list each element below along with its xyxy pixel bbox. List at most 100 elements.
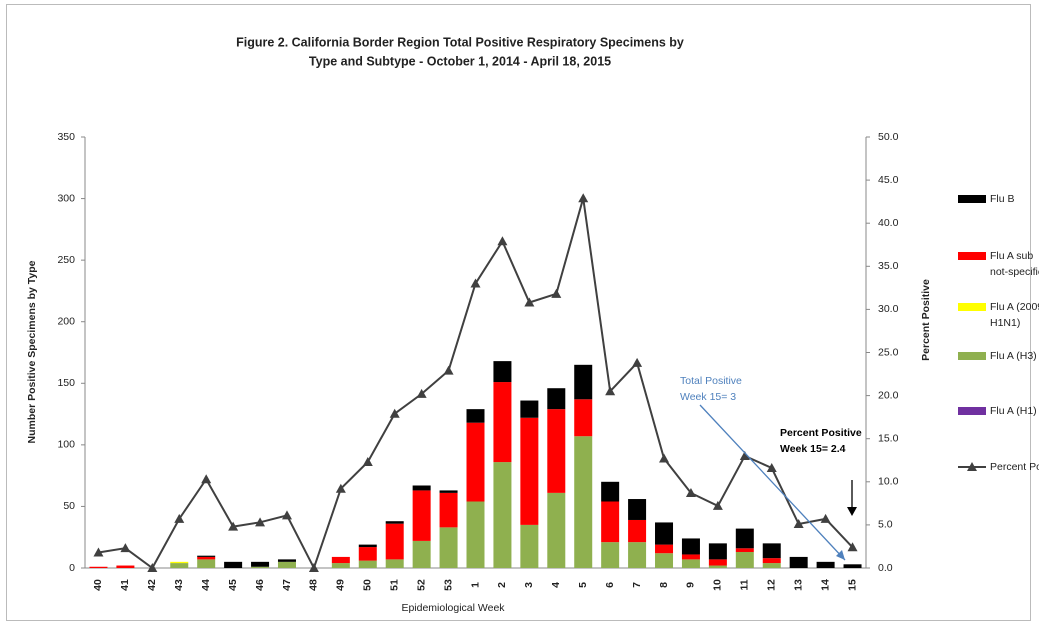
line-marker — [497, 236, 508, 246]
line-marker — [308, 563, 319, 572]
y-tick-label: 0 — [69, 562, 75, 574]
x-tick-label: 12 — [766, 579, 778, 591]
bar-segment — [89, 566, 108, 568]
y-tick-label: 50 — [63, 500, 75, 512]
line-marker — [847, 542, 858, 552]
bar-segment — [520, 524, 539, 568]
line-marker — [820, 513, 831, 523]
legend-label: Flu A (2009 H1N1) — [990, 301, 1039, 329]
legend-label: Flu B — [990, 193, 1015, 205]
x-tick-label: 46 — [254, 579, 266, 591]
y2-tick-label: 35.0 — [878, 260, 899, 272]
bar-segment — [466, 409, 485, 423]
chart-title: Figure 2. California Border Region Total… — [236, 35, 684, 49]
x-tick-label: 47 — [281, 579, 293, 591]
bar-segment — [412, 485, 431, 491]
line-marker — [362, 456, 373, 466]
bar-segment — [655, 553, 674, 568]
line-marker — [281, 510, 292, 520]
bar-segment — [520, 417, 539, 525]
line-marker — [685, 488, 696, 498]
line-marker — [228, 521, 239, 531]
annotation-arrowhead — [847, 507, 857, 516]
x-tick-label: 44 — [200, 579, 212, 591]
x-axis-title: Epidemiological Week — [401, 602, 505, 614]
bar-segment — [197, 559, 216, 568]
bar-segment — [816, 561, 835, 568]
bar-segment — [681, 538, 700, 555]
annotation: Total Positive — [680, 375, 742, 387]
line-marker — [470, 278, 481, 288]
bar-segment — [762, 558, 781, 564]
bar-segment — [224, 561, 243, 568]
legend-swatch — [958, 303, 986, 311]
line-marker — [255, 517, 266, 527]
x-tick-label: 52 — [415, 579, 427, 591]
bar-segment — [493, 462, 512, 568]
x-tick-label: 50 — [362, 579, 374, 591]
y2-tick-label: 30.0 — [878, 303, 899, 315]
line-marker — [174, 513, 185, 523]
y-axis-title: Number Positive Specimens by Type — [26, 260, 38, 443]
chart-frame — [6, 4, 1031, 621]
y-tick-label: 300 — [57, 192, 75, 204]
bar-segment — [251, 561, 270, 567]
legend-swatch — [958, 407, 986, 415]
line-marker — [578, 193, 589, 203]
y2-tick-label: 50.0 — [878, 131, 899, 143]
line-marker — [524, 297, 535, 307]
bar-segment — [197, 555, 216, 557]
annotation-arrowhead — [836, 550, 845, 560]
bar-segment — [277, 561, 296, 568]
line-marker — [712, 500, 723, 510]
annotation: Percent Positive — [780, 427, 862, 439]
bar-segment — [493, 361, 512, 383]
bar-segment — [574, 364, 593, 400]
legend-swatch — [958, 352, 986, 360]
line-marker — [120, 543, 131, 553]
line-marker — [551, 288, 562, 298]
bar-segment — [708, 565, 727, 568]
bar-segment — [547, 409, 566, 493]
bar-segment — [762, 563, 781, 568]
bar-segment — [385, 523, 404, 560]
bar-segment — [251, 566, 270, 568]
bar-segment — [331, 563, 350, 568]
bar-segment — [628, 499, 647, 520]
y2-axis-title: Percent Positive — [920, 279, 932, 361]
x-tick-label: 4 — [550, 582, 562, 588]
line-marker — [416, 388, 427, 398]
bar-segment — [708, 543, 727, 560]
bar-segment — [681, 554, 700, 560]
bar-segment — [789, 556, 808, 568]
bar-segment — [170, 563, 189, 568]
x-tick-label: 42 — [146, 579, 158, 591]
bar-segment — [762, 543, 781, 559]
x-tick-label: 49 — [335, 579, 347, 591]
bar-segment — [170, 561, 189, 564]
y2-tick-label: 15.0 — [878, 432, 899, 444]
bar-segment — [520, 400, 539, 418]
bar-segment — [735, 528, 754, 549]
y-tick-label: 100 — [57, 439, 75, 451]
y-tick-label: 350 — [57, 131, 75, 143]
x-tick-label: 41 — [119, 579, 131, 591]
x-tick-label: 5 — [577, 582, 589, 588]
legend-label: Flu A (H1) — [990, 405, 1037, 417]
legend-swatch — [967, 462, 977, 471]
bar-segment — [735, 548, 754, 552]
bar-segment — [466, 501, 485, 568]
x-tick-label: 11 — [739, 579, 751, 590]
bar-segment — [466, 422, 485, 502]
line-marker — [147, 563, 158, 572]
bar-segment — [116, 565, 135, 568]
line-marker — [389, 408, 400, 418]
x-tick-label: 3 — [523, 582, 535, 588]
line-marker — [605, 386, 616, 396]
y-tick-label: 200 — [57, 315, 75, 327]
x-tick-label: 1 — [469, 582, 481, 588]
bar-segment — [385, 559, 404, 568]
chart-title: Type and Subtype - October 1, 2014 - Apr… — [309, 54, 611, 68]
